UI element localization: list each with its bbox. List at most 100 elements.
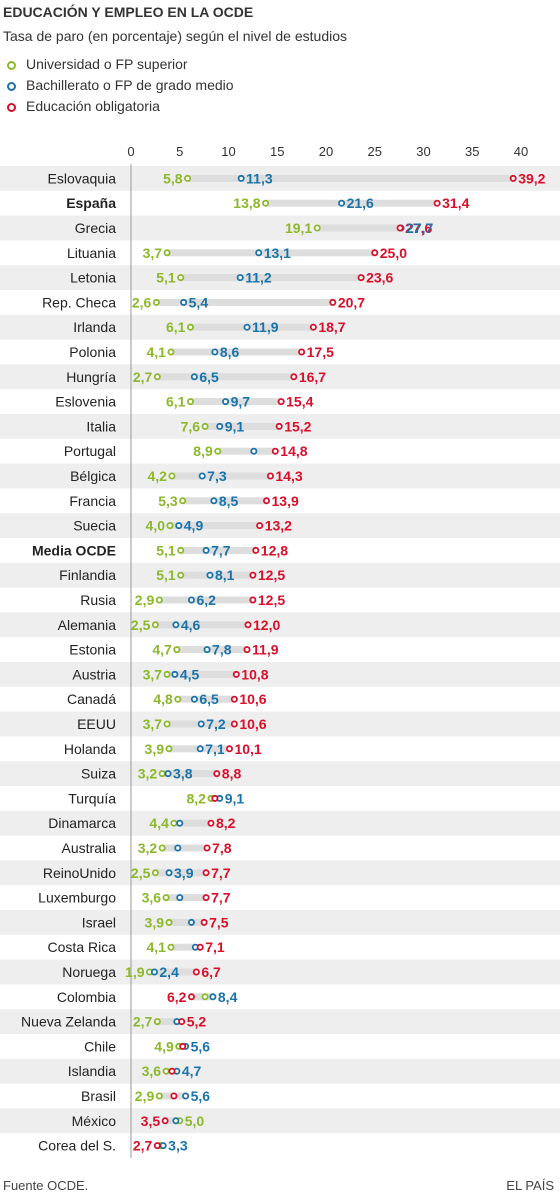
- range-bar: [157, 373, 294, 381]
- country-label: Eslovaquia: [48, 170, 117, 186]
- data-point: [190, 695, 198, 703]
- value-label: 19,1: [285, 220, 312, 236]
- x-tick-label: 5: [176, 144, 183, 159]
- publisher-credit: EL PAÍS: [506, 1178, 554, 1193]
- data-point: [177, 571, 185, 579]
- value-label: 2,5: [131, 865, 151, 881]
- data-point: [225, 745, 233, 753]
- data-point: [396, 224, 404, 232]
- data-point: [252, 546, 260, 554]
- data-point: [309, 323, 317, 331]
- data-point: [371, 249, 379, 257]
- value-label: 2,5: [131, 617, 151, 633]
- value-label: 4,0: [146, 518, 166, 534]
- row-stripe: [0, 910, 560, 935]
- range-bar: [155, 869, 207, 877]
- value-label: 3,6: [142, 1063, 162, 1079]
- data-point: [198, 472, 206, 480]
- value-label: 3,9: [145, 741, 165, 757]
- range-bar: [149, 968, 197, 976]
- range-bar: [155, 621, 248, 629]
- data-point: [179, 1042, 187, 1050]
- range-bar: [190, 323, 314, 331]
- x-tick-label: 25: [368, 144, 382, 159]
- legend-marker-bachillerato: [7, 82, 16, 91]
- value-label: 8,8: [222, 766, 242, 782]
- data-point: [207, 819, 215, 827]
- data-point: [187, 918, 195, 926]
- range-bar: [157, 1018, 182, 1026]
- data-point: [165, 745, 173, 753]
- range-bar: [177, 695, 235, 703]
- value-label: 6,1: [166, 394, 186, 410]
- value-label: 10,1: [234, 741, 261, 757]
- data-point: [168, 472, 176, 480]
- data-point: [173, 646, 181, 654]
- value-label: 7,7: [211, 542, 231, 558]
- data-point: [196, 943, 204, 951]
- country-label: Dinamarca: [48, 815, 116, 831]
- country-label: Irlanda: [73, 319, 116, 335]
- value-label: 2,7: [133, 369, 153, 385]
- value-label: 1,9: [125, 964, 145, 980]
- country-label: Rep. Checa: [42, 294, 116, 310]
- data-point: [178, 1018, 186, 1026]
- country-label: Suecia: [73, 518, 116, 534]
- row-stripe: [0, 463, 560, 489]
- value-label: 12,5: [258, 592, 285, 608]
- country-label: Lituania: [67, 245, 116, 261]
- value-label: 4,5: [180, 666, 200, 682]
- data-point: [184, 174, 192, 182]
- data-point: [256, 522, 264, 530]
- data-point: [182, 1092, 190, 1100]
- data-point: [151, 621, 159, 629]
- value-label: 13,8: [233, 195, 260, 211]
- chart-subtitle: Tasa de paro (en porcentaje) según el ni…: [3, 28, 347, 44]
- data-point: [255, 249, 263, 257]
- country-label: Nueva Zelanda: [21, 1014, 116, 1030]
- range-bar: [180, 546, 256, 554]
- country-label: Suiza: [81, 766, 116, 782]
- data-point: [161, 1117, 169, 1125]
- legend-item-obligatoria: Educación obligatoria: [7, 96, 234, 117]
- row-stripe: [0, 761, 560, 786]
- value-label: 5,6: [191, 1088, 211, 1104]
- range-bar: [156, 298, 333, 306]
- country-label: Polonia: [69, 344, 116, 360]
- value-label: 4,7: [182, 1063, 202, 1079]
- value-label: 23,6: [366, 270, 393, 286]
- value-label: 9,1: [225, 418, 245, 434]
- row-stripe: [0, 562, 560, 588]
- data-point: [250, 447, 258, 455]
- value-label: 4,8: [153, 691, 173, 707]
- x-tick-label: 0: [127, 144, 134, 159]
- value-label: 12,0: [253, 617, 280, 633]
- value-label: 5,6: [191, 1038, 211, 1054]
- data-point: [186, 323, 194, 331]
- country-label: Letonia: [70, 270, 116, 286]
- data-point: [200, 918, 208, 926]
- range-bar: [170, 348, 302, 356]
- row-stripe: [0, 1108, 560, 1134]
- data-point: [151, 869, 159, 877]
- range-bar: [167, 670, 237, 678]
- value-label: 18,7: [318, 319, 345, 335]
- data-point: [209, 993, 217, 1001]
- x-tick-label: 10: [221, 144, 235, 159]
- row-stripe: [0, 513, 560, 538]
- data-point: [196, 745, 204, 753]
- data-point: [230, 720, 238, 728]
- value-label: 3,8: [173, 766, 193, 782]
- data-point: [210, 497, 218, 505]
- range-bar: [162, 844, 208, 852]
- legend-label-bachillerato: Bachillerato o FP de grado medio: [26, 77, 234, 93]
- data-point: [290, 373, 298, 381]
- value-label: 3,5: [141, 1113, 161, 1129]
- data-point: [262, 199, 270, 207]
- value-label: 7,1: [205, 741, 225, 757]
- value-label: 14,3: [275, 468, 302, 484]
- country-label: Finlandia: [59, 567, 116, 583]
- value-label: 13,2: [265, 518, 292, 534]
- value-label: 5,3: [158, 493, 178, 509]
